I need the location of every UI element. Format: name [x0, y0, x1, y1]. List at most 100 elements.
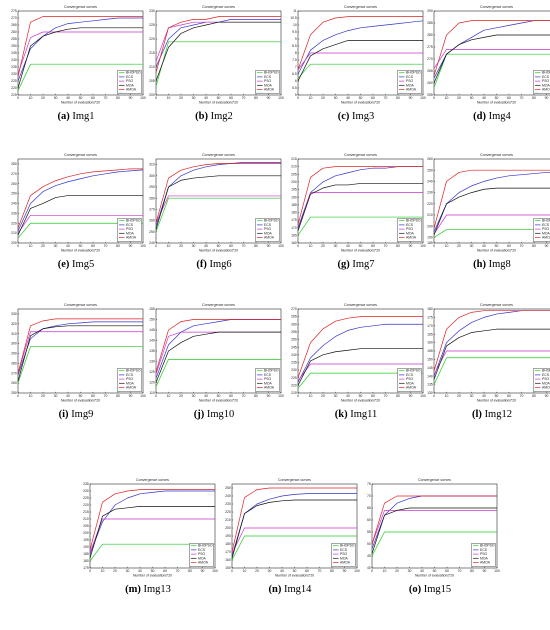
legend-label: AMOA [406, 88, 417, 92]
legend-label: ECS [542, 75, 550, 79]
legend-label: MOA [126, 231, 134, 235]
series-line-bhopso [371, 531, 497, 557]
y-tick-label: 230 [225, 502, 231, 506]
y-tick-label: 255 [11, 37, 17, 41]
series-line-pso [297, 52, 423, 71]
panel-label: (m) [125, 584, 141, 595]
x-tick-label: 50 [217, 244, 221, 248]
x-tick-label: 20 [321, 96, 325, 100]
panel-label: (i) [58, 409, 69, 420]
series-line-bhopso [297, 63, 423, 79]
y-tick-label: 240 [427, 180, 433, 184]
series-line-amoa [297, 16, 423, 70]
y-tick-label: 200 [291, 180, 297, 184]
x-tick-label: 70 [242, 244, 246, 248]
x-tick-label: 90 [483, 569, 487, 573]
chart-panel-img10: Convergence curves 0 10 20 30 40 50 60 70 80 90 100… [142, 300, 286, 422]
x-tick-label: 30 [334, 394, 338, 398]
x-tick-label: 30 [126, 569, 130, 573]
chart-panel-img14: Convergence curves 0 10 20 30 40 50 60 70 80 90 100… [218, 475, 362, 597]
x-tick-label: 100 [420, 96, 426, 100]
series-line-ecs [89, 490, 215, 555]
chart-title: Convergence curves [64, 5, 97, 9]
x-tick-label: 60 [91, 244, 95, 248]
x-tick-label: 20 [179, 394, 183, 398]
y-tick-label: 260 [427, 157, 433, 161]
legend-label: MOA [264, 381, 272, 385]
series-line-amoa [155, 163, 281, 223]
chart-title: Convergence curves [202, 5, 235, 9]
y-tick-label: 230 [149, 9, 155, 13]
x-tick-label: 90 [545, 96, 549, 100]
x-tick-label: 40 [420, 569, 424, 573]
y-tick-label: 330 [11, 312, 17, 316]
panel-label: (h) [473, 259, 487, 270]
series-line-amoa [89, 489, 215, 550]
panel-image-name: Img12 [481, 409, 512, 420]
x-tick-label: 40 [482, 96, 486, 100]
legend-label: ECS [126, 223, 134, 227]
legend-label: MOA [542, 231, 550, 235]
x-tick-label: 90 [267, 96, 271, 100]
legend-box [533, 70, 550, 94]
x-tick-label: 30 [192, 394, 196, 398]
x-tick-label: 50 [79, 244, 83, 248]
y-tick-label: 160 [291, 241, 297, 245]
y-tick-label: 145 [149, 328, 155, 332]
x-tick-label: 40 [66, 96, 70, 100]
legend-label: PSO [542, 377, 550, 381]
series-line-moa [17, 195, 143, 236]
y-tick-label: 200 [149, 93, 155, 97]
legend-label: PSO [198, 552, 206, 556]
x-tick-label: 70 [176, 569, 180, 573]
legend-label: BHOPSO [542, 369, 550, 373]
y-tick-label: 155 [427, 349, 433, 353]
y-tick-label: 140 [149, 339, 155, 343]
legend-box [397, 368, 422, 392]
x-axis-label: Number of evaluations*20 [477, 101, 516, 105]
legend-label: AMOA [542, 236, 550, 240]
y-tick-label: 180 [427, 307, 433, 311]
x-tick-label: 50 [359, 96, 363, 100]
x-tick-label: 10 [445, 96, 449, 100]
chart-panel-img4: Convergence curves 0 10 20 30 40 50 60 70 80 90 100… [420, 2, 550, 124]
x-tick-label: 40 [204, 96, 208, 100]
y-tick-label: 220 [225, 510, 231, 514]
x-tick-label: 0 [297, 244, 299, 248]
x-tick-label: 10 [445, 244, 449, 248]
x-tick-label: 20 [41, 96, 45, 100]
x-tick-label: 80 [470, 569, 474, 573]
x-tick-label: 50 [79, 96, 83, 100]
y-tick-label: 55 [367, 530, 371, 534]
series-line-amoa [155, 16, 281, 73]
x-tick-label: 60 [91, 394, 95, 398]
legend-box [397, 218, 422, 242]
x-tick-label: 0 [89, 569, 91, 573]
x-tick-label: 60 [507, 394, 511, 398]
y-tick-label: 225 [83, 496, 89, 500]
series-line-moa [17, 27, 143, 89]
series-line-pso [231, 527, 357, 554]
series-line-amoa [433, 169, 550, 229]
series-line-moa [433, 328, 550, 380]
series-line-amoa [433, 310, 550, 372]
y-tick-label: 135 [149, 349, 155, 353]
x-tick-label: 90 [267, 244, 271, 248]
y-tick-label: 70 [367, 494, 371, 498]
panel-label: (c) [337, 111, 350, 122]
y-tick-label: 275 [427, 45, 433, 49]
x-tick-label: 100 [140, 394, 146, 398]
x-tick-label: 100 [212, 569, 218, 573]
series-line-amoa [17, 168, 143, 229]
chart-title: Convergence curves [418, 478, 451, 482]
panel-image-name: Img7 [349, 259, 375, 270]
legend-label: BHOPSO [126, 369, 141, 373]
y-tick-label: 230 [11, 211, 17, 215]
y-tick-label: 290 [149, 185, 155, 189]
panel-caption: (c) Img3 [284, 111, 428, 122]
panel-caption: (i) Img9 [4, 409, 148, 420]
